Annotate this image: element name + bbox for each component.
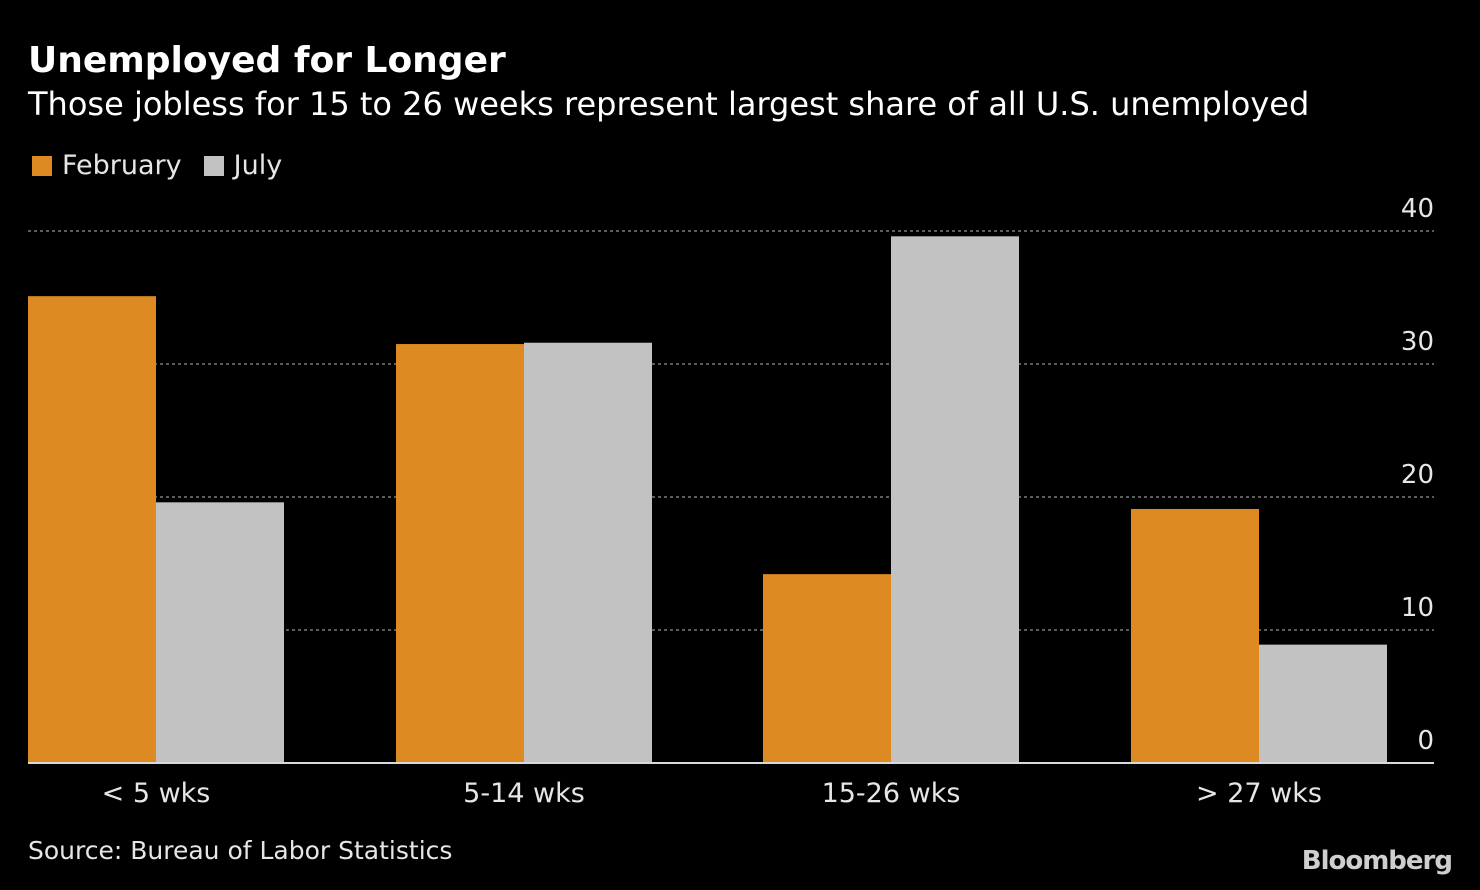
bar-february-2 bbox=[763, 574, 891, 763]
bar-july-3 bbox=[1259, 644, 1387, 763]
legend-swatch-july bbox=[203, 155, 224, 176]
bar-february-0 bbox=[28, 296, 156, 763]
x-tick-label-1: 5-14 wks bbox=[463, 778, 585, 809]
x-tick-label-2: 15-26 wks bbox=[822, 778, 961, 809]
legend-item-february: February bbox=[32, 150, 182, 181]
legend-item-july: July bbox=[203, 150, 283, 181]
bar-february-3 bbox=[1131, 508, 1259, 763]
y-tick-label-40: 40 bbox=[1401, 194, 1434, 224]
bar-july-0 bbox=[156, 502, 284, 763]
y-tick-label-10: 10 bbox=[1401, 593, 1434, 623]
chart-title: Unemployed for Longer bbox=[28, 40, 506, 81]
bar-february-1 bbox=[396, 344, 524, 763]
y-tick-label-30: 30 bbox=[1401, 327, 1434, 357]
legend-swatch-february bbox=[32, 155, 52, 176]
legend-label-february: February bbox=[62, 150, 182, 181]
y-tick-label-20: 20 bbox=[1401, 460, 1434, 490]
chart-subtitle: Those jobless for 15 to 26 weeks represe… bbox=[28, 85, 1310, 123]
legend: February July bbox=[32, 150, 304, 181]
x-tick-label-3: > 27 wks bbox=[1196, 778, 1322, 809]
bloomberg-logo: Bloomberg bbox=[1301, 846, 1453, 876]
bar-july-2 bbox=[891, 236, 1019, 763]
legend-label-july: July bbox=[233, 150, 283, 181]
source-note: Source: Bureau of Labor Statistics bbox=[28, 836, 453, 865]
y-tick-label-0: 0 bbox=[1417, 726, 1434, 756]
bar-july-1 bbox=[524, 342, 652, 763]
x-tick-label-0: < 5 wks bbox=[102, 778, 211, 809]
